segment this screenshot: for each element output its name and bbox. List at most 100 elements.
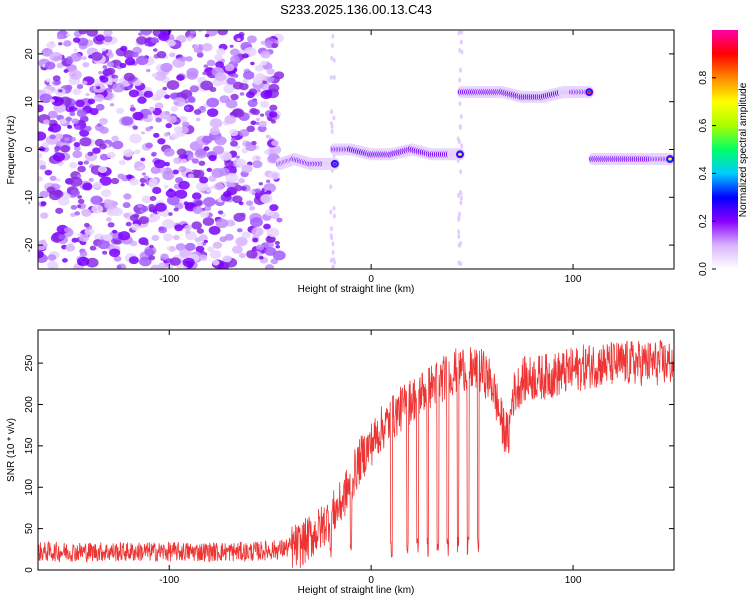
ridge-core <box>668 157 672 161</box>
x-tick-label: 100 <box>565 274 582 285</box>
noise-blob <box>266 68 275 75</box>
noise-blob <box>153 132 160 138</box>
noise-blob <box>148 255 156 261</box>
noise-blob <box>152 186 162 195</box>
noise-blob <box>229 178 236 183</box>
noise-blob <box>130 104 135 108</box>
noise-blob <box>272 250 286 261</box>
noise-blob <box>112 229 118 234</box>
noise-blob <box>230 93 239 101</box>
noise-blob <box>195 117 201 122</box>
noise-blob <box>89 107 99 116</box>
noise-blob <box>155 117 162 123</box>
noise-blob <box>41 47 53 57</box>
noise-blob <box>233 33 245 43</box>
colorbar-label: Normalized spectral amplitude <box>738 82 749 217</box>
noise-blob <box>187 173 195 179</box>
noise-blob <box>255 121 260 125</box>
noise-blob <box>56 34 64 40</box>
noise-blob <box>329 209 333 215</box>
snr-y-label: SNR (10 * v/v) <box>6 418 17 482</box>
y-tick-label: 150 <box>24 437 35 454</box>
noise-blob <box>154 102 164 110</box>
noise-blob <box>113 255 122 262</box>
noise-blob <box>235 145 241 149</box>
noise-blob <box>246 91 255 99</box>
noise-blob <box>209 118 223 129</box>
noise-blob <box>265 179 271 184</box>
noise-blob <box>250 120 257 126</box>
noise-blob <box>76 174 82 178</box>
noise-blob <box>224 115 237 125</box>
noise-blob <box>69 111 76 117</box>
noise-blob <box>223 84 235 94</box>
noise-blob <box>199 254 208 261</box>
noise-blob <box>38 104 44 113</box>
noise-blob <box>97 239 110 250</box>
noise-blob <box>203 146 210 152</box>
noise-blob <box>142 172 146 176</box>
noise-blob <box>115 107 125 115</box>
noise-blob <box>239 82 249 91</box>
noise-blob <box>103 30 113 37</box>
noise-blob <box>239 92 245 96</box>
noise-blob <box>246 125 255 133</box>
noise-blob <box>178 180 190 190</box>
noise-blob <box>184 224 192 231</box>
noise-blob <box>102 250 108 255</box>
noise-blob <box>271 43 278 49</box>
noise-blob <box>65 33 71 37</box>
noise-blob <box>69 162 78 169</box>
noise-blob <box>457 242 461 248</box>
noise-blob <box>201 43 213 52</box>
noise-blob <box>162 233 173 242</box>
noise-blob <box>332 74 336 80</box>
noise-blob <box>38 250 44 259</box>
noise-blob <box>271 139 279 146</box>
noise-blob <box>123 49 135 59</box>
noise-blob <box>233 184 243 192</box>
noise-blob <box>329 74 333 80</box>
noise-blob <box>173 97 186 107</box>
y-tick-label: 50 <box>24 523 35 535</box>
noise-blob <box>184 100 189 104</box>
noise-blob <box>107 81 113 86</box>
noise-blob <box>208 225 221 235</box>
noise-blob <box>265 235 276 244</box>
ridge-core <box>458 153 462 156</box>
noise-blob <box>235 236 248 247</box>
noise-blob <box>83 160 90 165</box>
noise-blob <box>106 151 116 159</box>
spectrogram-marks <box>38 30 674 269</box>
noise-blob <box>194 237 202 243</box>
noise-blob <box>268 83 280 93</box>
noise-blob <box>51 96 64 107</box>
noise-blob <box>133 149 141 155</box>
noise-blob <box>48 190 62 201</box>
noise-blob <box>38 176 44 182</box>
noise-blob <box>201 135 213 144</box>
noise-blob <box>329 184 333 190</box>
spectrogram-x-ticks: -100 0 100 <box>159 30 582 285</box>
noise-blob <box>72 37 81 43</box>
noise-blob <box>242 70 255 80</box>
noise-blob <box>151 151 157 157</box>
noise-blob <box>222 255 232 263</box>
noise-blob <box>176 148 187 156</box>
noise-blob <box>139 256 152 267</box>
noise-blob <box>73 145 81 151</box>
noise-blob <box>166 115 177 124</box>
noise-blob <box>229 128 239 137</box>
noise-blob <box>77 204 82 208</box>
noise-blob <box>158 226 168 234</box>
noise-blob <box>87 98 96 105</box>
noise-blob <box>211 168 225 178</box>
noise-blob <box>154 202 167 212</box>
noise-blob <box>247 99 258 108</box>
noise-blob <box>246 249 258 259</box>
y-tick-label: 0 <box>24 146 35 152</box>
noise-blob <box>241 148 249 154</box>
noise-blob <box>140 157 146 162</box>
noise-blob <box>191 192 202 200</box>
noise-blob <box>185 229 191 235</box>
